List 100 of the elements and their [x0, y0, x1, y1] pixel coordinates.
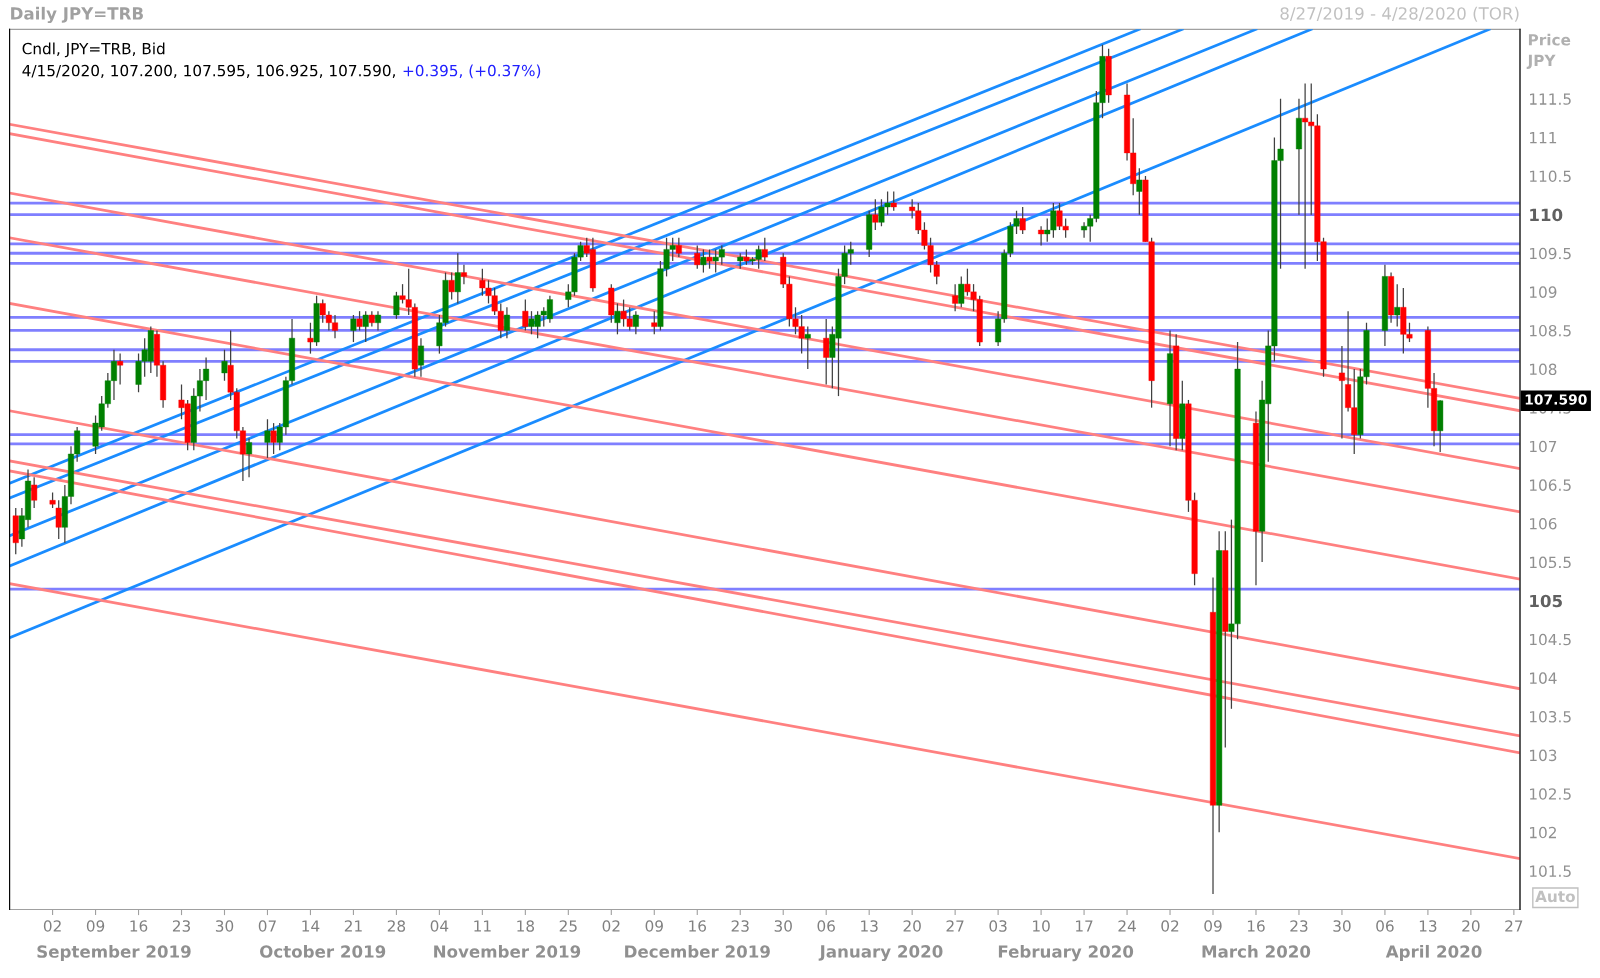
x-tick-label: 21 [344, 920, 362, 932]
y-tick-label: 103 [1530, 749, 1557, 762]
x-tick-label: 30 [1333, 920, 1351, 932]
x-tick-label: 25 [559, 920, 577, 932]
x-tick-label: 06 [1376, 920, 1394, 932]
candlestick [651, 310, 658, 335]
candlestick [1038, 225, 1045, 247]
chart-subtitle: 8/27/2019 - 4/28/2020 (TOR) [1280, 6, 1519, 22]
x-tick-label: 10 [1033, 920, 1050, 932]
candlestick [448, 271, 455, 301]
text: 107.590 [1525, 394, 1587, 405]
candlestick [522, 298, 529, 332]
candlestick [1136, 167, 1143, 216]
candlestick [958, 275, 965, 308]
x-tick-label: 23 [1290, 920, 1308, 932]
candlestick [454, 252, 461, 305]
x-tick-label: 18 [517, 920, 535, 932]
candlestick [804, 325, 811, 370]
candlestick [418, 337, 424, 378]
y-tick-label: 101.5 [1530, 865, 1571, 877]
x2-tick-label: November 2019 [434, 944, 581, 958]
candlestick [221, 349, 228, 382]
y-tick-label: 102.5 [1530, 788, 1571, 800]
y-tick-label: 103.5 [1530, 710, 1571, 723]
candlestick [694, 244, 701, 270]
annotation: Cndl, JPY=TRB, Bid [22, 42, 165, 58]
x-tick-label: 20 [1462, 920, 1480, 932]
x-tick-label: 06 [817, 920, 835, 932]
y-tick-label: 109 [1530, 286, 1557, 298]
candlestick [264, 418, 271, 459]
candlestick [1019, 206, 1026, 235]
candlestick [761, 237, 768, 262]
x-tick-label: 30 [774, 920, 792, 932]
candlestick [375, 310, 381, 332]
chart-title: Daily JPY=TRB [11, 6, 143, 24]
candlestick [356, 310, 363, 332]
candlestick [503, 306, 510, 339]
candlestick [675, 237, 682, 258]
x-tick-label: 09 [645, 920, 663, 932]
y-tick-label: 111.5 [1530, 93, 1571, 105]
y-tick-label: 107 [1530, 440, 1557, 453]
candlestick [350, 314, 357, 343]
x-tick-label: 13 [861, 920, 878, 932]
candlestick [890, 190, 897, 212]
y-tick-label: 109.5 [1530, 247, 1571, 260]
candlestick [872, 198, 879, 231]
candlestick [1394, 283, 1401, 328]
x-tick-label: 03 [989, 920, 1007, 932]
text: Auto [1535, 890, 1575, 903]
x2-tick-label: December 2019 [625, 944, 770, 958]
y-tick-label: 106 [1530, 517, 1557, 530]
x-tick-label: 07 [258, 920, 276, 932]
candlestick [614, 302, 621, 335]
x-tick-label: 16 [1247, 920, 1265, 932]
x-tick-label: 02 [602, 920, 620, 932]
x-tick-label: 13 [1419, 920, 1437, 932]
x2-tick-label: April 2020 [1385, 944, 1482, 962]
candlestick [117, 352, 124, 386]
x-tick-label: 27 [946, 920, 964, 932]
x-tick-label: 16 [130, 920, 148, 932]
candlestick [632, 310, 639, 335]
candlestick [307, 322, 314, 355]
y-tick-label: 105.5 [1530, 556, 1571, 569]
x-tick-label: 20 [903, 920, 921, 932]
x-tick-label: 09 [86, 920, 105, 932]
x-tick-label: 23 [731, 920, 749, 932]
y-tick-label: 108.5 [1530, 324, 1571, 337]
x2-tick-label: February 2020 [998, 944, 1134, 962]
y-tick-label: 110.5 [1530, 170, 1571, 183]
y-tick-label: 106.5 [1530, 479, 1571, 491]
x-tick-label: 27 [1505, 920, 1523, 932]
candlestick [700, 248, 707, 274]
x-tick-label: 16 [689, 920, 707, 932]
y-tick-label: 110 [1530, 208, 1563, 222]
x-tick-label: 28 [387, 920, 406, 932]
candlestick [246, 437, 253, 478]
x-tick-label: 09 [1204, 920, 1222, 932]
candlestick [55, 499, 62, 540]
x-tick-label: 04 [430, 920, 449, 932]
candlestick [31, 476, 38, 509]
x-tick-label: 23 [172, 920, 191, 932]
x2-tick-label: January 2020 [818, 945, 943, 962]
candlestick [393, 291, 400, 320]
candlestick [270, 422, 277, 455]
x-tick-label: 02 [43, 920, 61, 932]
annotation: +0.395, (+0.37%) [403, 64, 541, 79]
candlestick [362, 310, 369, 343]
y-tick-label: 105 [1530, 594, 1562, 608]
candlestick [1338, 345, 1345, 440]
candlestick [952, 283, 959, 312]
y-tick-label: 104.5 [1530, 633, 1571, 646]
y-tick-label: 111 [1530, 132, 1557, 144]
candlestick [706, 248, 713, 270]
candlestick [460, 264, 467, 285]
y-tick-label: 104 [1530, 672, 1557, 684]
x-tick-label: 14 [302, 920, 320, 932]
y-tick-label: 108 [1530, 363, 1557, 376]
x-tick-label: 02 [1161, 920, 1179, 932]
x2-tick-label: March 2020 [1202, 944, 1311, 958]
x-tick-label: 30 [215, 920, 234, 932]
